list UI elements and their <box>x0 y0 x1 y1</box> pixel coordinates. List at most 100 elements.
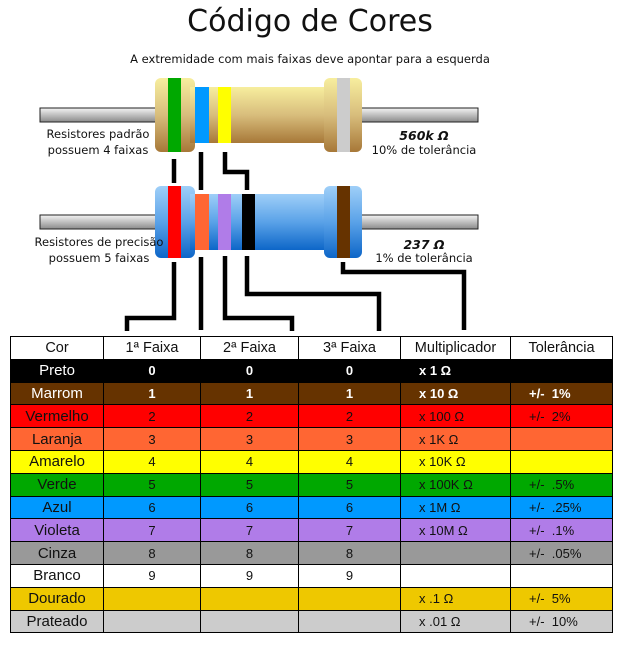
multiplicador-cell: x 1K Ω <box>400 427 511 451</box>
connector-tolerancia <box>340 262 467 330</box>
band-1 <box>168 78 181 152</box>
table-row: Verde 5 5 5 x 100K Ω +/- .5% <box>10 472 613 497</box>
faixa-3-cell: 8 <box>298 541 401 565</box>
faixa-3-cell: 0 <box>298 358 401 383</box>
header-cor: Cor <box>10 336 104 360</box>
faixa-3-cell: 3 <box>298 427 401 451</box>
table-row: Marrom 1 1 1 x 10 Ω +/- 1% <box>10 381 613 406</box>
faixa-1-cell: 0 <box>103 358 201 383</box>
band-2 <box>195 194 209 250</box>
page-subtitle: A extremidade com mais faixas deve apont… <box>130 52 490 66</box>
color-name-cell: Marrom <box>10 381 104 406</box>
color-name-cell: Preto <box>10 358 104 383</box>
precision-label-line1: Resistores de precisão <box>35 235 164 249</box>
faixa-1-cell <box>103 609 201 634</box>
color-name-cell: Laranja <box>10 427 104 451</box>
faixa-1-cell: 2 <box>103 404 201 429</box>
tolerancia-cell: +/- .1% <box>510 518 613 543</box>
table-row: Amarelo 4 4 4 x 10K Ω <box>10 449 613 474</box>
faixa-2-cell: 8 <box>200 541 299 565</box>
faixa-1-cell: 7 <box>103 518 201 543</box>
precision-tolerance: 1% de tolerância <box>375 251 472 265</box>
page-title: Código de Cores <box>187 4 433 39</box>
color-name-cell: Violeta <box>10 518 104 543</box>
header-tolerancia: Tolerância <box>510 336 613 360</box>
standard-label-line1: Resistores padrão <box>47 127 150 141</box>
faixa-3-cell: 1 <box>298 381 401 406</box>
precision-resistor <box>39 186 479 258</box>
table-row: Preto 0 0 0 x 1 Ω <box>10 358 613 383</box>
faixa-3-cell <box>298 586 401 611</box>
table-row: Violeta 7 7 7 x 10M Ω +/- .1% <box>10 518 613 543</box>
table-row: Dourado x .1 Ω +/- 5% <box>10 586 613 611</box>
band-multiplier <box>242 194 255 250</box>
standard-label-line2: possuem 4 faixas <box>48 143 149 157</box>
faixa-2-cell: 7 <box>200 518 299 543</box>
tolerancia-cell <box>510 358 613 383</box>
faixa-3-cell: 5 <box>298 472 401 497</box>
faixa-2-cell: 1 <box>200 381 299 406</box>
faixa-1-cell: 6 <box>103 495 201 520</box>
multiplicador-cell: x 1 Ω <box>400 358 511 383</box>
multiplicador-cell: x 10 Ω <box>400 381 511 406</box>
tolerancia-cell: +/- 10% <box>510 609 613 634</box>
faixa-3-cell: 7 <box>298 518 401 543</box>
faixa-2-cell: 5 <box>200 472 299 497</box>
tolerancia-cell <box>510 563 613 588</box>
tolerancia-cell: +/- .25% <box>510 495 613 520</box>
faixa-1-cell: 4 <box>103 449 201 474</box>
band-1 <box>168 186 181 258</box>
color-code-table: Cor 1ª Faixa 2ª Faixa 3ª Faixa Multiplic… <box>10 336 613 634</box>
header-multiplicador: Multiplicador <box>400 336 511 360</box>
table-row: Vermelho 2 2 2 x 100 Ω +/- 2% <box>10 404 613 429</box>
multiplicador-cell: x .01 Ω <box>400 609 511 634</box>
faixa-2-cell: 4 <box>200 449 299 474</box>
faixa-1-cell: 8 <box>103 541 201 565</box>
band-tolerance <box>337 78 350 152</box>
faixa-2-cell: 3 <box>200 427 299 451</box>
tolerancia-cell <box>510 427 613 451</box>
band-3 <box>218 194 231 250</box>
band-tolerance <box>337 186 350 258</box>
right-lead <box>359 214 479 230</box>
multiplicador-cell: x 100 Ω <box>400 404 511 429</box>
faixa-1-cell: 1 <box>103 381 201 406</box>
multiplicador-cell: x 1M Ω <box>400 495 511 520</box>
faixa-3-cell: 9 <box>298 563 401 588</box>
tolerancia-cell: +/- .05% <box>510 541 613 565</box>
color-name-cell: Branco <box>10 563 104 588</box>
connector-multiplicador <box>244 256 382 331</box>
faixa-1-cell <box>103 586 201 611</box>
tolerancia-cell: +/- 2% <box>510 404 613 429</box>
faixa-2-cell: 0 <box>200 358 299 383</box>
faixa-3-cell: 4 <box>298 449 401 474</box>
standard-resistor <box>39 78 479 152</box>
tolerancia-cell: +/- .5% <box>510 472 613 497</box>
connector-faixa-1 <box>124 262 177 331</box>
table-row: Branco 9 9 9 <box>10 563 613 588</box>
multiplicador-cell <box>400 541 511 565</box>
tolerancia-cell: +/- 5% <box>510 586 613 611</box>
connector-lines <box>124 152 467 331</box>
header-faixa-2: 2ª Faixa <box>200 336 299 360</box>
precision-label-line2: possuem 5 faixas <box>49 251 150 265</box>
connector-band-3 <box>222 152 250 190</box>
table-row: Prateado x .01 Ω +/- 10% <box>10 609 613 634</box>
multiplicador-cell: x 10K Ω <box>400 449 511 474</box>
tolerancia-cell: +/- 1% <box>510 381 613 406</box>
table-header-row: Cor 1ª Faixa 2ª Faixa 3ª Faixa Multiplic… <box>10 336 613 360</box>
resistor-body <box>190 194 330 250</box>
resistor-body <box>190 87 330 143</box>
color-name-cell: Prateado <box>10 609 104 634</box>
precision-value: 237 Ω <box>403 237 444 252</box>
standard-value: 560k Ω <box>399 128 449 143</box>
faixa-2-cell: 2 <box>200 404 299 429</box>
color-name-cell: Vermelho <box>10 404 104 429</box>
faixa-3-cell <box>298 609 401 634</box>
header-faixa-1: 1ª Faixa <box>103 336 201 360</box>
resistor-diagram: Resistores padrão possuem 4 faixas 560k … <box>35 78 479 331</box>
band-2 <box>195 87 209 143</box>
faixa-3-cell: 6 <box>298 495 401 520</box>
faixa-2-cell <box>200 609 299 634</box>
multiplicador-cell: x .1 Ω <box>400 586 511 611</box>
